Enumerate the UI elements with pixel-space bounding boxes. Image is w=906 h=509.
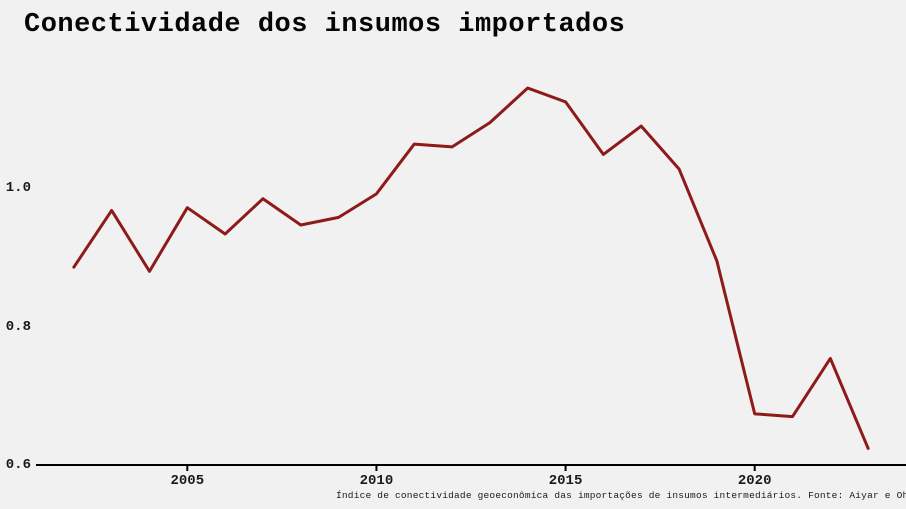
y-tick-label: 0.8 (3, 319, 31, 335)
chart-title: Conectividade dos insumos importados (24, 10, 625, 40)
chart-caption: Índice de conectividade geoeconômica das… (336, 490, 906, 501)
plot-area: 20052010201520200.60.81.0 (36, 50, 906, 465)
y-tick-label: 0.6 (3, 457, 31, 473)
y-tick-label: 1.0 (3, 180, 31, 196)
x-tick-label: 2005 (170, 473, 204, 489)
x-tick-label: 2015 (549, 473, 583, 489)
chart-container: Conectividade dos insumos importados 200… (0, 0, 906, 509)
x-tick-label: 2020 (738, 473, 772, 489)
series-line (74, 88, 868, 448)
x-tick-label: 2010 (360, 473, 394, 489)
plot-svg (36, 50, 906, 485)
